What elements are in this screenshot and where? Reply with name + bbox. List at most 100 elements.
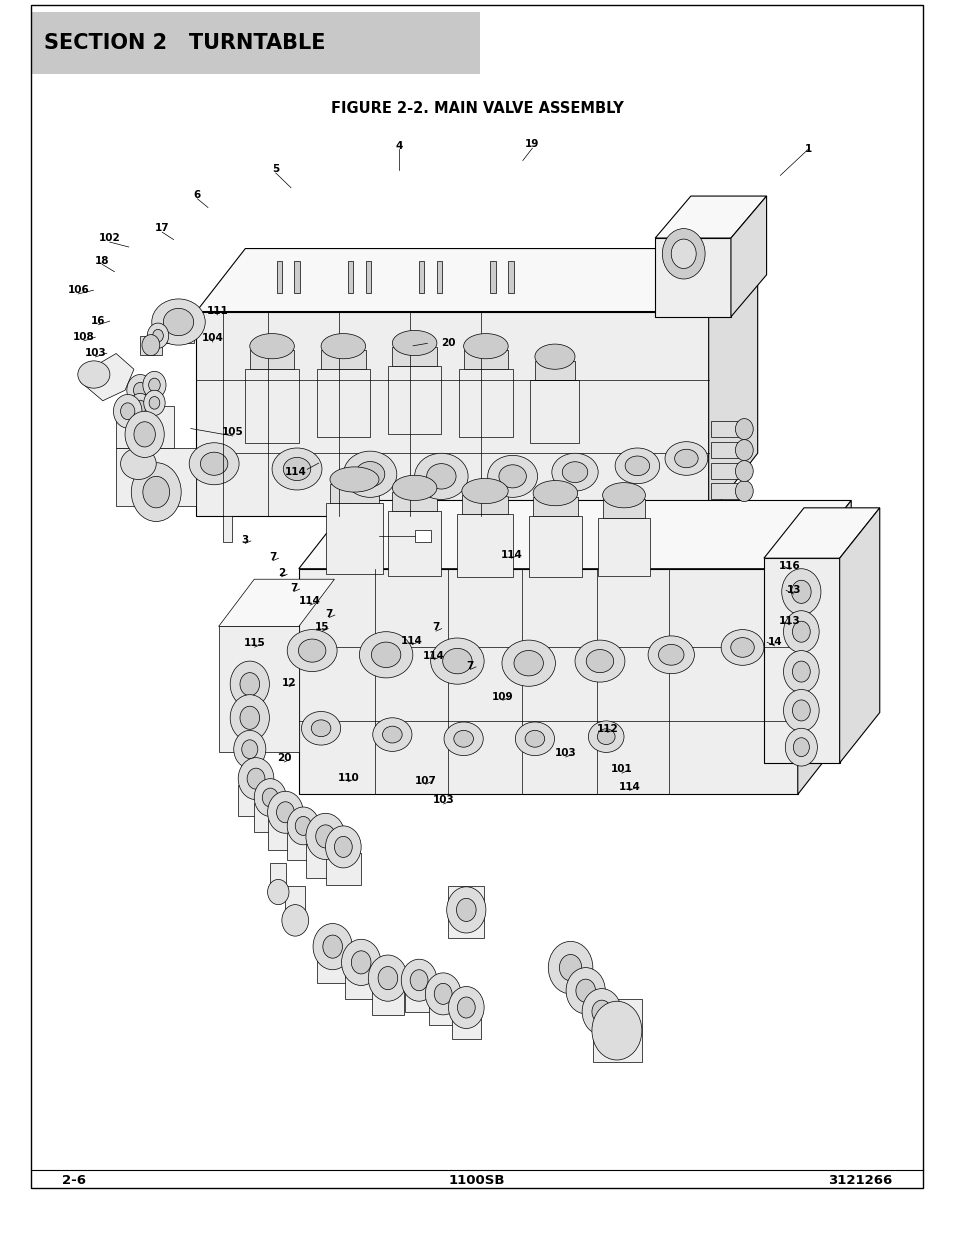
- Ellipse shape: [443, 722, 483, 756]
- Bar: [448, 885, 483, 939]
- Ellipse shape: [501, 640, 555, 687]
- Circle shape: [144, 390, 165, 415]
- Ellipse shape: [615, 448, 659, 484]
- Bar: [238, 785, 274, 816]
- Bar: [116, 448, 196, 506]
- Text: 2: 2: [277, 568, 285, 578]
- Circle shape: [230, 661, 269, 708]
- Ellipse shape: [588, 721, 623, 752]
- Circle shape: [247, 768, 265, 789]
- Bar: [132, 385, 157, 406]
- Bar: [404, 981, 433, 1011]
- Bar: [196, 311, 708, 516]
- Ellipse shape: [524, 730, 544, 747]
- Ellipse shape: [392, 331, 436, 356]
- Text: 7: 7: [466, 661, 474, 671]
- Bar: [253, 803, 286, 831]
- Ellipse shape: [321, 333, 365, 359]
- Text: 14: 14: [766, 637, 781, 647]
- Ellipse shape: [498, 464, 526, 488]
- Circle shape: [152, 330, 163, 342]
- Polygon shape: [730, 196, 766, 317]
- Circle shape: [134, 400, 146, 414]
- Bar: [140, 336, 162, 354]
- Circle shape: [448, 987, 483, 1029]
- Text: 7: 7: [325, 609, 333, 619]
- Text: 114: 114: [500, 550, 521, 559]
- Bar: [530, 380, 578, 443]
- Text: 101: 101: [611, 764, 632, 774]
- Ellipse shape: [624, 456, 649, 475]
- Bar: [598, 519, 649, 576]
- Circle shape: [233, 730, 266, 768]
- Bar: [436, 261, 442, 293]
- Text: 20: 20: [440, 338, 456, 348]
- Bar: [345, 962, 376, 999]
- Bar: [372, 978, 403, 1015]
- Bar: [388, 511, 441, 576]
- Bar: [285, 885, 305, 918]
- Polygon shape: [708, 248, 757, 516]
- Bar: [711, 442, 746, 458]
- Text: 1100SB: 1100SB: [448, 1174, 505, 1187]
- Bar: [763, 558, 839, 763]
- Text: 15: 15: [314, 622, 330, 632]
- Text: 3: 3: [241, 535, 249, 545]
- Ellipse shape: [189, 442, 239, 484]
- Ellipse shape: [272, 448, 321, 490]
- Bar: [330, 484, 378, 503]
- Text: 12: 12: [281, 678, 296, 688]
- Circle shape: [591, 1002, 641, 1060]
- Bar: [711, 463, 746, 479]
- Circle shape: [368, 955, 407, 1002]
- Circle shape: [149, 378, 160, 391]
- Bar: [535, 361, 575, 380]
- Circle shape: [127, 374, 153, 406]
- Bar: [508, 261, 513, 293]
- Circle shape: [581, 988, 620, 1035]
- Circle shape: [315, 825, 335, 848]
- Bar: [365, 261, 371, 293]
- Ellipse shape: [551, 453, 598, 492]
- Bar: [325, 853, 361, 884]
- Bar: [388, 366, 441, 435]
- Ellipse shape: [311, 720, 331, 736]
- Ellipse shape: [575, 640, 624, 682]
- Bar: [294, 261, 299, 293]
- Circle shape: [143, 372, 166, 399]
- Ellipse shape: [586, 650, 613, 673]
- Text: 113: 113: [779, 616, 800, 626]
- Circle shape: [735, 461, 753, 482]
- Circle shape: [253, 779, 286, 816]
- Ellipse shape: [535, 345, 575, 369]
- Circle shape: [268, 792, 303, 834]
- Circle shape: [792, 621, 809, 642]
- Text: 17: 17: [154, 224, 170, 233]
- Polygon shape: [298, 500, 850, 569]
- Bar: [528, 516, 581, 577]
- Ellipse shape: [514, 651, 543, 676]
- Circle shape: [576, 979, 595, 1003]
- Polygon shape: [655, 196, 766, 238]
- Text: 7: 7: [269, 552, 276, 562]
- Text: 114: 114: [299, 597, 320, 606]
- Circle shape: [671, 240, 696, 268]
- Circle shape: [782, 689, 819, 731]
- Bar: [270, 862, 286, 889]
- Text: 1: 1: [803, 144, 811, 154]
- Bar: [602, 499, 645, 519]
- Ellipse shape: [283, 457, 311, 480]
- Ellipse shape: [250, 333, 294, 359]
- Ellipse shape: [720, 630, 763, 666]
- Bar: [306, 844, 345, 878]
- Ellipse shape: [382, 726, 402, 743]
- Circle shape: [434, 983, 452, 1004]
- Bar: [163, 322, 193, 343]
- Circle shape: [262, 788, 278, 806]
- Circle shape: [240, 673, 259, 695]
- Circle shape: [133, 422, 155, 447]
- Text: 4: 4: [395, 141, 402, 151]
- Circle shape: [782, 611, 819, 652]
- Bar: [268, 819, 303, 850]
- Bar: [418, 261, 424, 293]
